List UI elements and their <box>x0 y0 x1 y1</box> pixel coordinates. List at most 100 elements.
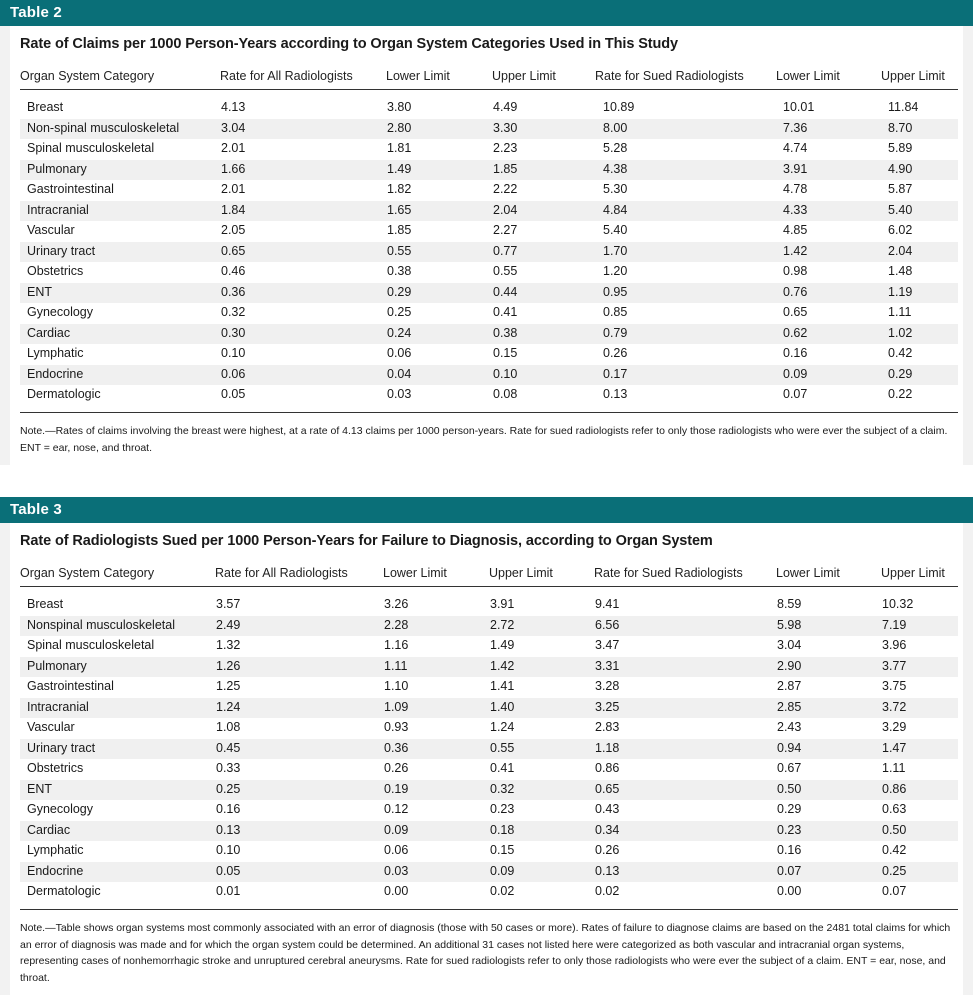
value-cell: 10.32 <box>882 597 914 611</box>
table-row: Spinal musculoskeletal 2.01 1.81 2.23 5.28 4.… <box>20 139 958 160</box>
value-cell: 1.66 <box>221 161 246 176</box>
table-row: Nonspinal musculoskeletal 2.49 2.28 2.72 6.5… <box>20 615 958 636</box>
value-cell: 0.44 <box>493 284 518 299</box>
value-cell: 1.10 <box>384 679 409 693</box>
value-cell: 1.19 <box>888 284 913 299</box>
value-cell: 9.41 <box>595 597 620 611</box>
value-cell: 5.28 <box>603 141 628 155</box>
value-cell: 2.80 <box>387 120 412 135</box>
value-cell: 3.72 <box>882 699 907 714</box>
value-cell: 0.26 <box>595 843 620 857</box>
table-note: Note.—Table shows organ systems most com… <box>20 922 951 984</box>
value-cell: 0.18 <box>490 822 515 837</box>
table-body: Rate of Radiologists Sued per 1000 Perso… <box>10 523 963 995</box>
value-cell: 0.50 <box>882 822 907 837</box>
value-cell: 4.49 <box>493 100 518 114</box>
value-cell: 3.04 <box>777 638 802 652</box>
value-cell: 0.13 <box>603 387 628 401</box>
value-cell: 0.93 <box>384 720 409 734</box>
value-cell: 2.01 <box>221 141 246 155</box>
value-cell: 1.25 <box>216 679 241 693</box>
value-cell: 0.30 <box>221 325 246 340</box>
table-row: Urinary tract 0.45 0.36 0.55 1.18 0.94 1.47 <box>20 738 958 759</box>
table-title: Rate of Claims per 1000 Person-Years acc… <box>20 36 679 52</box>
value-cell: 7.36 <box>783 120 808 135</box>
value-cell: 0.26 <box>384 761 409 775</box>
value-cell: 4.74 <box>783 141 808 155</box>
value-cell: 1.11 <box>384 658 408 673</box>
value-cell: 2.85 <box>777 699 802 714</box>
value-cell: 2.27 <box>493 223 518 237</box>
value-cell: 3.04 <box>221 120 246 135</box>
organ-system-cell: Dermatologic <box>27 884 101 898</box>
value-cell: 3.80 <box>387 100 412 114</box>
table-body: Rate of Claims per 1000 Person-Years acc… <box>10 26 963 465</box>
value-cell: 3.28 <box>595 679 620 693</box>
table-row: Intracranial 1.84 1.65 2.04 4.84 4.33 5.40 <box>20 200 958 221</box>
value-cell: 3.25 <box>595 699 620 714</box>
value-cell: 1.84 <box>221 202 246 217</box>
table-label: Table 2 <box>0 0 973 26</box>
organ-system-cell: Urinary tract <box>27 243 96 258</box>
value-cell: 5.40 <box>888 202 913 217</box>
value-cell: 0.00 <box>384 884 409 898</box>
table-row: Pulmonary 1.26 1.11 1.42 3.31 2.90 3.77 <box>20 656 958 677</box>
table-row: Cardiac 0.30 0.24 0.38 0.79 0.62 1.02 <box>20 323 958 344</box>
value-cell: 0.17 <box>603 366 628 381</box>
value-cell: 2.23 <box>493 141 518 155</box>
value-cell: 0.32 <box>490 781 515 796</box>
organ-system-cell: Cardiac <box>27 822 71 837</box>
value-cell: 5.89 <box>888 141 913 155</box>
value-cell: 1.11 <box>888 305 912 319</box>
value-cell: 1.42 <box>490 658 515 673</box>
value-cell: 0.00 <box>777 884 802 898</box>
value-cell: 0.29 <box>888 366 913 381</box>
organ-system-cell: Urinary tract <box>27 740 96 755</box>
table-row: Gastrointestinal 1.25 1.10 1.41 3.28 2.87 3.75 <box>20 677 958 698</box>
value-cell: 1.42 <box>783 243 808 258</box>
value-cell: 1.70 <box>603 243 628 258</box>
organ-system-cell: Endocrine <box>27 863 84 878</box>
value-cell: 0.05 <box>216 863 241 878</box>
table-row: Vascular 2.05 1.85 2.27 5.40 4.85 6.02 <box>20 221 958 242</box>
column-header: Lower Limit <box>776 69 840 83</box>
value-cell: 5.87 <box>888 182 913 196</box>
value-cell: 0.06 <box>384 843 409 857</box>
value-cell: 1.41 <box>490 679 515 693</box>
value-cell: 0.38 <box>387 264 412 278</box>
organ-system-cell: Intracranial <box>27 699 89 714</box>
table-row: Urinary tract 0.65 0.55 0.77 1.70 1.42 2.04 <box>20 241 958 262</box>
value-cell: 0.09 <box>783 366 808 381</box>
table-row: Dermatologic 0.01 0.00 0.02 0.02 0.00 0.07 <box>20 882 958 903</box>
table-row: ENT 0.25 0.19 0.32 0.65 0.50 0.86 <box>20 779 958 800</box>
organ-system-cell: Gynecology <box>27 305 94 319</box>
value-cell: 11.84 <box>888 100 919 114</box>
column-header: Rate for All Radiologists <box>215 566 348 580</box>
value-cell: 6.02 <box>888 223 913 237</box>
organ-system-cell: Nonspinal musculoskeletal <box>27 617 175 632</box>
table-row: Gastrointestinal 2.01 1.82 2.22 5.30 4.78 5.87 <box>20 180 958 201</box>
value-cell: 1.47 <box>882 740 907 755</box>
value-cell: 0.25 <box>216 781 241 796</box>
organ-system-cell: Vascular <box>27 223 75 237</box>
organ-system-cell: Pulmonary <box>27 161 87 176</box>
table-row: Non-spinal musculoskeletal 3.04 2.80 3.30 8.… <box>20 118 958 139</box>
value-cell: 1.82 <box>387 182 412 196</box>
organ-system-cell: Vascular <box>27 720 75 734</box>
value-cell: 0.23 <box>777 822 802 837</box>
value-cell: 2.22 <box>493 182 518 196</box>
value-cell: 0.77 <box>493 243 518 258</box>
value-cell: 3.26 <box>384 597 409 611</box>
value-cell: 2.04 <box>493 202 518 217</box>
value-cell: 7.19 <box>882 617 907 632</box>
value-cell: 3.31 <box>595 658 620 673</box>
table-note: Note.—Rates of claims involving the brea… <box>20 425 948 454</box>
table-row: Dermatologic 0.05 0.03 0.08 0.13 0.07 0.22 <box>20 385 958 406</box>
value-cell: 0.43 <box>595 802 620 816</box>
value-cell: 2.01 <box>221 182 246 196</box>
organ-system-cell: Gastrointestinal <box>27 182 114 196</box>
organ-system-cell: Dermatologic <box>27 387 101 401</box>
value-cell: 1.32 <box>216 638 241 652</box>
organ-system-cell: Spinal musculoskeletal <box>27 638 155 652</box>
value-cell: 1.18 <box>595 740 620 755</box>
